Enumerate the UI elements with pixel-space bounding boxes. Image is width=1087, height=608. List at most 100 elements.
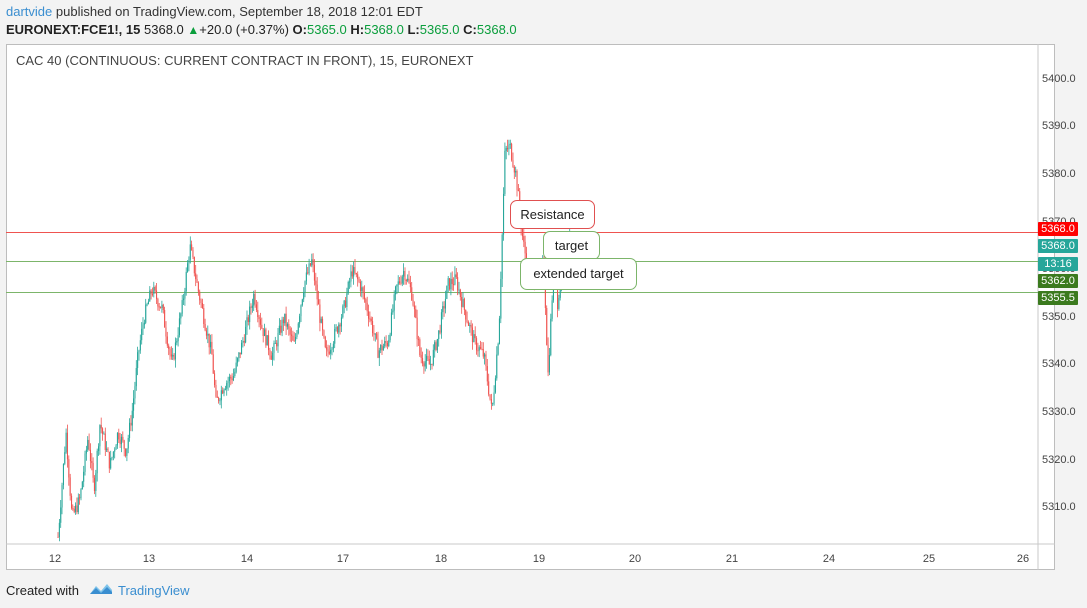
candle-body <box>412 299 414 306</box>
candle-body <box>57 536 59 538</box>
candle-body <box>299 316 301 324</box>
candle-body <box>300 305 302 317</box>
candle-body <box>313 264 315 281</box>
candle-body <box>187 263 189 272</box>
tradingview-link[interactable]: TradingView <box>118 583 190 598</box>
candle-body <box>316 284 318 300</box>
price-tick-label: 5400.0 <box>1042 72 1076 85</box>
candle-body <box>162 304 164 310</box>
resistance-callout[interactable]: Resistance <box>510 200 595 229</box>
price-tick-label: 5380.0 <box>1042 167 1076 180</box>
candle-body <box>68 459 70 478</box>
candle-body <box>523 236 525 242</box>
candle-body <box>195 273 197 280</box>
candle-body <box>384 341 386 347</box>
candle-body <box>230 376 232 379</box>
candle-body <box>232 376 234 381</box>
candle-body <box>358 279 360 282</box>
candle-body <box>558 297 560 309</box>
candle-body <box>243 340 245 343</box>
candle-body <box>156 290 158 300</box>
candle-body <box>444 298 446 309</box>
low-value: 5365.0 <box>419 22 460 37</box>
high-label: H: <box>350 22 365 37</box>
candle-body <box>285 313 287 327</box>
candle-body <box>226 383 228 389</box>
candle-body <box>292 335 294 341</box>
candle-body <box>76 505 78 513</box>
candle-body <box>427 355 429 359</box>
candle-body <box>380 345 382 351</box>
candle-body <box>289 328 291 335</box>
candle-body <box>291 334 293 336</box>
candle-body <box>351 271 353 277</box>
candle-body <box>327 349 329 352</box>
chart-pane[interactable] <box>6 44 1055 570</box>
candle-body <box>245 326 247 343</box>
candle-body <box>328 351 330 354</box>
candle-body <box>297 323 299 334</box>
candle-body <box>122 436 124 441</box>
candle-body <box>264 329 266 336</box>
candle-body <box>400 282 402 284</box>
candle-body <box>150 290 152 294</box>
candle-body <box>120 436 122 445</box>
candle-body <box>138 350 140 353</box>
candle-body <box>462 298 464 307</box>
author-link[interactable]: dartvide <box>6 4 53 19</box>
candle-body <box>373 333 375 335</box>
candle-body <box>130 422 132 426</box>
tradingview-logo-icon[interactable] <box>88 581 114 597</box>
candle-body <box>476 338 478 351</box>
candle-body <box>331 348 333 350</box>
candle-body <box>131 410 133 426</box>
candle-body <box>454 274 456 285</box>
candle-body <box>350 271 352 282</box>
candle-body <box>426 355 428 362</box>
symbol-name[interactable]: EURONEXT:FCE1!, 15 <box>6 22 141 37</box>
candle-body <box>455 274 457 278</box>
price-chart[interactable] <box>6 44 1055 570</box>
candle-body <box>99 425 101 447</box>
candle-body <box>324 336 326 348</box>
candle-body <box>548 355 550 373</box>
candle-body <box>265 329 267 346</box>
candle-body <box>347 282 349 294</box>
candle-body <box>500 279 502 319</box>
target-callout[interactable]: target <box>543 231 600 260</box>
candle-body <box>249 306 251 323</box>
price-tag: 5355.5 <box>1038 291 1078 305</box>
candle-body <box>134 386 136 399</box>
candle-body <box>459 289 461 297</box>
candle-body <box>237 358 239 363</box>
extended-target-callout[interactable]: extended target <box>520 258 637 290</box>
candle-body <box>107 448 109 452</box>
price-tick-label: 5350.0 <box>1042 310 1076 323</box>
candle-body <box>272 352 274 360</box>
candle-body <box>214 373 216 385</box>
candle-body <box>69 477 71 496</box>
candle-body <box>436 339 438 351</box>
candle-body <box>276 342 278 347</box>
candle-body <box>493 392 495 404</box>
candle-body <box>273 343 275 353</box>
candle-body <box>311 259 313 266</box>
candle-body <box>172 354 174 357</box>
low-label: L: <box>407 22 420 37</box>
candle-body <box>266 335 268 346</box>
candle-body <box>189 244 191 260</box>
candle-body <box>417 339 419 341</box>
candle-body <box>173 354 175 360</box>
candle-body <box>239 352 241 355</box>
time-tick-label: 14 <box>240 553 254 565</box>
candle-body <box>185 271 187 292</box>
candle-body <box>443 306 445 309</box>
candle-body <box>139 340 141 351</box>
candle-body <box>223 389 225 394</box>
close-label: C: <box>463 22 477 37</box>
candle-body <box>188 259 190 264</box>
candle-body <box>489 394 491 400</box>
time-tick-label: 13 <box>142 553 156 565</box>
candle-body <box>307 272 309 274</box>
candle-body <box>428 359 430 365</box>
